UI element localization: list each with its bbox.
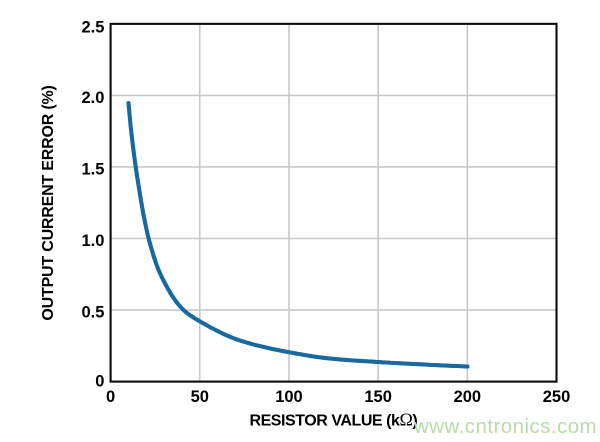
svg-text:250: 250	[543, 388, 571, 406]
svg-text:1.0: 1.0	[81, 232, 104, 250]
svg-text:0: 0	[106, 388, 115, 406]
svg-text:200: 200	[454, 388, 482, 406]
svg-text:0: 0	[95, 373, 104, 391]
svg-text:150: 150	[364, 388, 392, 406]
svg-text:0.5: 0.5	[81, 304, 104, 322]
svg-text:OUTPUT CURRENT ERROR (%): OUTPUT CURRENT ERROR (%)	[40, 85, 57, 320]
svg-text:2.5: 2.5	[81, 18, 104, 36]
svg-text:100: 100	[275, 388, 303, 406]
svg-text:www.cntronics.com: www.cntronics.com	[413, 415, 597, 438]
svg-text:2.0: 2.0	[81, 89, 104, 107]
svg-text:50: 50	[191, 388, 209, 406]
svg-text:RESISTOR VALUE (kΩ): RESISTOR VALUE (kΩ)	[249, 409, 417, 429]
svg-text:1.5: 1.5	[81, 160, 104, 178]
